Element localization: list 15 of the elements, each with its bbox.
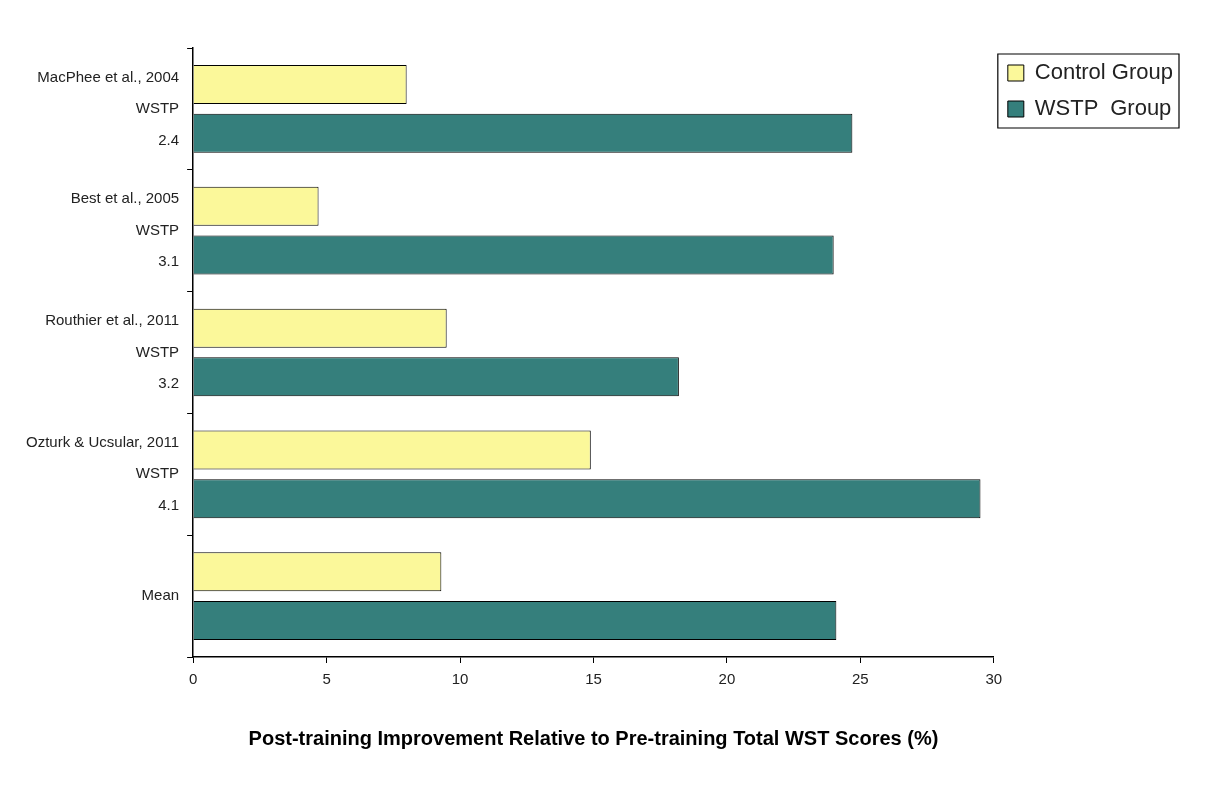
x-axis-title: Post-training Improvement Relative to Pre-training Total WST Scores (%) [248, 726, 939, 749]
x-tick-label: 25 [852, 670, 869, 688]
legend-label: WSTP Group [1034, 95, 1172, 121]
y-tick-label: Routhier et al., 2011 WSTP 3.2 [45, 311, 180, 392]
y-tick-label: Ozturk & Ucsular, 2011 WSTP 4.1 [26, 432, 180, 513]
x-tick-label: 10 [451, 670, 469, 688]
x-tick-label: 0 [188, 670, 198, 688]
y-tick-label: Best et al., 2005 WSTP 3.1 [70, 189, 180, 270]
x-tick-label: 5 [322, 670, 331, 688]
legend-label: Control Group [1034, 59, 1174, 85]
x-tick-label: 30 [985, 670, 1003, 688]
y-tick-label: MacPhee et al., 2004 WSTP 2.4 [37, 67, 180, 148]
x-tick-label: 15 [585, 670, 602, 688]
x-tick-label: 20 [718, 670, 736, 688]
y-tick-label: Mean [141, 586, 180, 604]
